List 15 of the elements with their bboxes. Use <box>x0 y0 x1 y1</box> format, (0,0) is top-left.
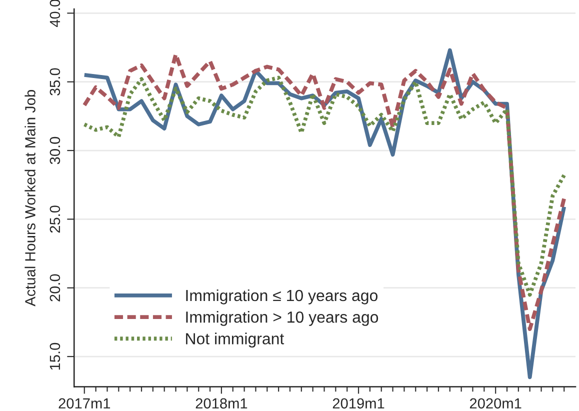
y-tick-label: 15.0 <box>50 342 60 370</box>
x-tick-label: 2019m1 <box>332 398 384 409</box>
y-tick-label: 35.0 <box>50 68 60 96</box>
y-tick-label: 25.0 <box>50 206 60 233</box>
y-tick-label: 30.0 <box>50 136 60 164</box>
x-tick-label: 2017m1 <box>58 398 110 409</box>
legend-label: Immigration ≤ 10 years ago <box>186 289 378 304</box>
y-tick-label: 20.0 <box>50 274 60 302</box>
x-tick-label: 2018m1 <box>196 398 248 409</box>
legend-label: Immigration > 10 years ago <box>186 311 378 326</box>
x-tick-label: 2020m1 <box>470 398 522 409</box>
y-tick-label: 40.0 <box>50 0 60 28</box>
legend-label: Not immigrant <box>186 332 284 348</box>
line-series <box>82 52 566 332</box>
y-axis-title: Actual Hours Worked at Main Job <box>24 90 36 306</box>
